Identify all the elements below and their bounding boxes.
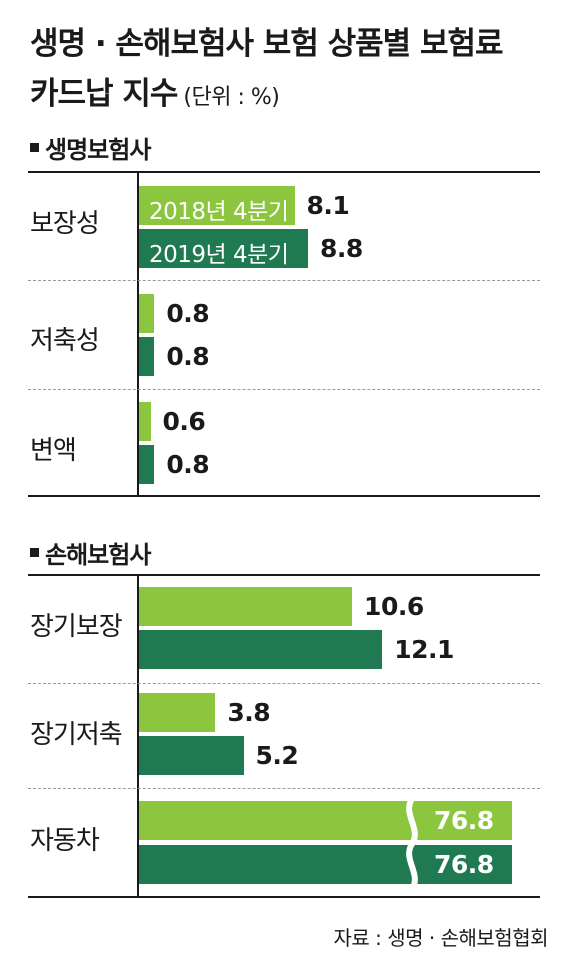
- bar: [139, 294, 155, 333]
- row-divider: [28, 280, 540, 281]
- value-label: 5.2: [255, 741, 299, 770]
- unit-label: (단위 : %): [183, 85, 280, 110]
- bar: [139, 736, 244, 775]
- section-title-nonlife-text: 손해보험사: [45, 541, 151, 569]
- section-rule: [28, 574, 540, 576]
- value-label: 8.8: [319, 234, 363, 263]
- bar: [139, 630, 383, 669]
- legend-label: 2019년 4분기: [149, 242, 289, 268]
- category-label: 저축성: [30, 326, 100, 356]
- row-divider: [28, 389, 540, 390]
- category-label: 보장성: [30, 209, 100, 239]
- value-label: 8.1: [306, 191, 350, 220]
- chart-title-line2: 카드납 지수 (단위 : %): [30, 68, 280, 113]
- value-label: 0.8: [166, 450, 210, 479]
- bar: [139, 801, 512, 840]
- value-label: 0.6: [162, 407, 206, 436]
- square-bullet-icon: [30, 143, 39, 152]
- chart-title: 생명 · 손해보험사 보험 상품별 보험료: [30, 26, 504, 62]
- source-note: 자료 : 생명 · 손해보험협회: [333, 926, 548, 950]
- section-title-life: 생명보험사: [30, 130, 151, 165]
- section-rule: [28, 171, 540, 173]
- bar: [139, 693, 216, 732]
- value-label: 12.1: [394, 635, 454, 664]
- value-label: 76.8: [434, 850, 494, 879]
- value-label: 3.8: [227, 698, 271, 727]
- axis-line: [137, 575, 139, 897]
- value-label: 10.6: [364, 592, 424, 621]
- bar: [139, 587, 353, 626]
- row-divider: [28, 788, 540, 789]
- bar: [139, 402, 151, 441]
- bar: [139, 337, 155, 376]
- category-label: 장기보장: [30, 612, 123, 642]
- section-title-life-text: 생명보험사: [45, 136, 151, 164]
- square-bullet-icon: [30, 548, 39, 557]
- section-title-nonlife: 손해보험사: [30, 535, 151, 570]
- value-label: 0.8: [166, 299, 210, 328]
- category-label: 장기저축: [30, 720, 123, 750]
- legend-label: 2018년 4분기: [149, 199, 289, 225]
- value-label: 0.8: [166, 342, 210, 371]
- category-label: 변액: [30, 436, 77, 466]
- section-rule: [28, 896, 540, 898]
- axis-break-line: [406, 799, 418, 889]
- category-label: 자동차: [30, 826, 100, 856]
- value-label: 76.8: [434, 806, 494, 835]
- section-rule: [28, 495, 540, 497]
- row-divider: [28, 683, 540, 684]
- chart-title-line2-text: 카드납 지수: [30, 76, 178, 112]
- axis-line: [137, 172, 139, 497]
- bar: [139, 845, 512, 884]
- bar: [139, 445, 155, 484]
- axis-break-mark: [406, 799, 418, 889]
- bar: [139, 186, 295, 225]
- bar: [139, 229, 308, 268]
